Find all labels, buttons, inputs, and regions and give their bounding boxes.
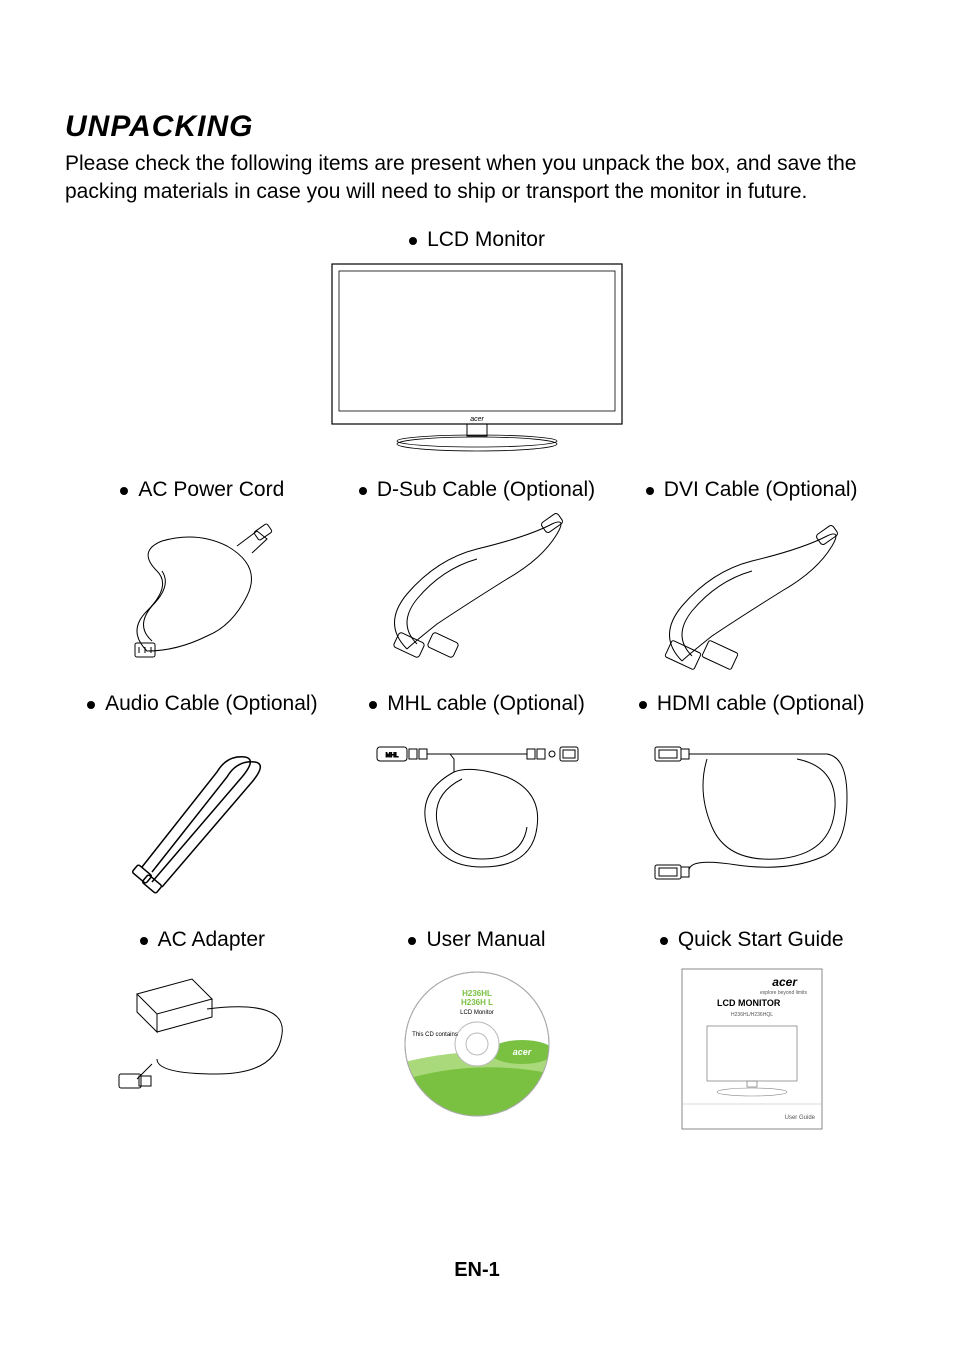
image-hdmi-cable <box>647 737 857 887</box>
image-user-manual-disc: H236HL H236H L LCD Monitor This CD conta… <box>397 964 557 1124</box>
bullet-icon <box>369 701 377 709</box>
bullet-icon <box>359 487 367 495</box>
svg-text:explore beyond limits: explore beyond limits <box>760 990 807 996</box>
image-mhl-cable: MHL <box>372 737 582 887</box>
label-text: HDMI cable (Optional) <box>657 691 865 717</box>
image-audio-cable <box>127 747 277 897</box>
label-audio-cable: Audio Cable (Optional) <box>87 691 317 717</box>
label-text: LCD Monitor <box>427 227 545 253</box>
image-ac-adapter <box>107 964 297 1094</box>
label-text: User Manual <box>426 927 545 953</box>
image-quick-start-guide: acer explore beyond limits LCD MONITOR H… <box>677 964 827 1134</box>
label-user-manual: User Manual <box>408 927 545 953</box>
disc-line4: This CD contains <box>412 1032 458 1038</box>
intro-paragraph: Please check the following items are pre… <box>65 150 889 207</box>
bullet-icon <box>87 701 95 709</box>
label-text: D-Sub Cable (Optional) <box>377 477 595 503</box>
image-lcd-monitor: acer <box>327 259 627 459</box>
row-cables-1: AC Power Cord D-Sub Cable (Optional) <box>65 477 889 681</box>
label-mhl-cable: MHL cable (Optional) <box>369 691 585 717</box>
label-text: Quick Start Guide <box>678 927 844 953</box>
label-text: MHL cable (Optional) <box>387 691 585 717</box>
image-dsub-cable <box>377 509 577 669</box>
row-bottom: AC Adapter User Manual <box>65 927 889 1133</box>
label-hdmi-cable: HDMI cable (Optional) <box>639 691 865 717</box>
image-dvi-cable <box>652 521 852 681</box>
label-quick-start-guide: Quick Start Guide <box>660 927 844 953</box>
bullet-icon <box>639 701 647 709</box>
disc-line1: H236HL <box>462 989 492 998</box>
qsg-footer: User Guide <box>784 1115 815 1121</box>
bullet-icon <box>646 487 654 495</box>
svg-text:MHL: MHL <box>386 753 399 759</box>
label-lcd-monitor: LCD Monitor <box>409 227 545 253</box>
bullet-icon <box>140 937 148 945</box>
image-ac-power-cord <box>117 521 287 671</box>
page-heading: UNPACKING <box>65 110 889 144</box>
page-footer: EN-1 <box>0 1259 954 1282</box>
disc-line3: LCD Monitor <box>460 1010 494 1016</box>
label-text: AC Power Cord <box>138 477 284 503</box>
label-ac-adapter: AC Adapter <box>140 927 265 953</box>
label-dvi-cable: DVI Cable (Optional) <box>646 477 858 503</box>
row-lcd: LCD Monitor acer <box>65 227 889 459</box>
qsg-brand: acer <box>772 975 798 989</box>
label-ac-power-cord: AC Power Cord <box>120 477 284 503</box>
qsg-title: LCD MONITOR <box>717 998 781 1008</box>
disc-line2: H236H L <box>461 998 493 1007</box>
svg-text:acer: acer <box>470 416 484 423</box>
bullet-icon <box>409 237 417 245</box>
qsg-model: H236HL/H236HQL <box>731 1012 773 1018</box>
label-dsub-cable: D-Sub Cable (Optional) <box>359 477 595 503</box>
bullet-icon <box>408 937 416 945</box>
row-cables-2: Audio Cable (Optional) MHL cable (Option… <box>65 691 889 897</box>
disc-brand: acer <box>513 1047 532 1057</box>
bullet-icon <box>120 487 128 495</box>
label-text: Audio Cable (Optional) <box>105 691 317 717</box>
label-text: AC Adapter <box>158 927 265 953</box>
label-text: DVI Cable (Optional) <box>664 477 858 503</box>
bullet-icon <box>660 937 668 945</box>
